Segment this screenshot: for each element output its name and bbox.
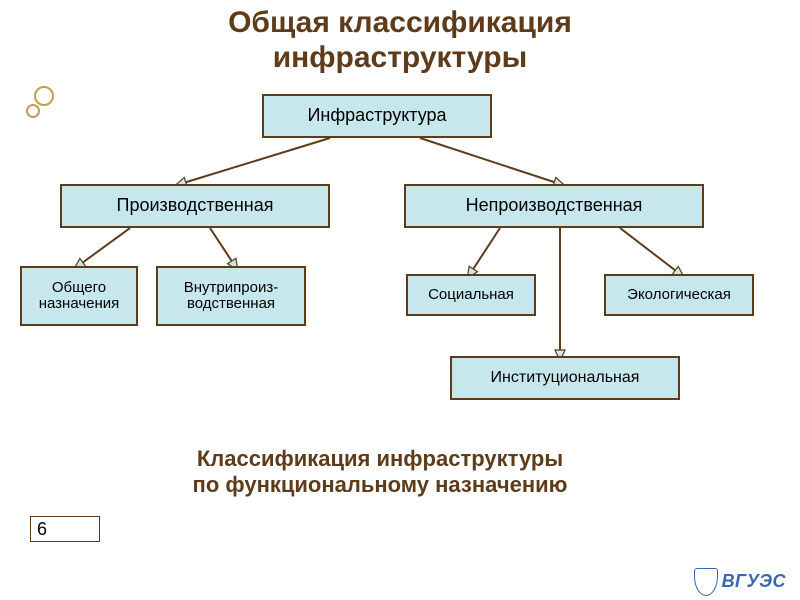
page-number-box: 6 (30, 516, 100, 542)
node-root: Инфраструктура (262, 94, 492, 138)
title-line-1: Общая классификация (228, 6, 572, 39)
node-intraindustrial-label: Внутрипроиз- водственная (162, 280, 300, 313)
title-line-2: инфраструктуры (273, 41, 528, 74)
node-social-label: Социальная (428, 287, 514, 304)
page-number: 6 (37, 519, 47, 540)
page-title: Общая классификация инфраструктуры (0, 6, 800, 75)
node-ecological-label: Экологическая (627, 287, 731, 304)
subtitle: Классификация инфраструктуры по функцион… (130, 446, 630, 499)
node-general-purpose: Общего назначения (20, 266, 138, 326)
logo-text: ВГУЭС (722, 571, 786, 591)
logo-shield-icon (694, 568, 718, 596)
node-production: Производственная (60, 184, 330, 228)
logo: ВГУЭС (694, 568, 786, 596)
node-nonproduction-label: Непроизводственная (466, 196, 643, 216)
node-root-label: Инфраструктура (307, 106, 446, 126)
node-social: Социальная (406, 274, 536, 316)
node-general-purpose-label: Общего назначения (26, 280, 132, 313)
subtitle-line-1: Классификация инфраструктуры (197, 446, 563, 471)
node-institutional: Институциональная (450, 356, 680, 400)
node-production-label: Производственная (117, 196, 274, 216)
node-ecological: Экологическая (604, 274, 754, 316)
subtitle-line-2: по функциональному назначению (193, 472, 568, 497)
node-intraindustrial: Внутрипроиз- водственная (156, 266, 306, 326)
bullet-decoration (26, 104, 40, 118)
node-nonproduction: Непроизводственная (404, 184, 704, 228)
node-institutional-label: Институциональная (491, 369, 640, 387)
bullet-decoration (34, 86, 54, 106)
